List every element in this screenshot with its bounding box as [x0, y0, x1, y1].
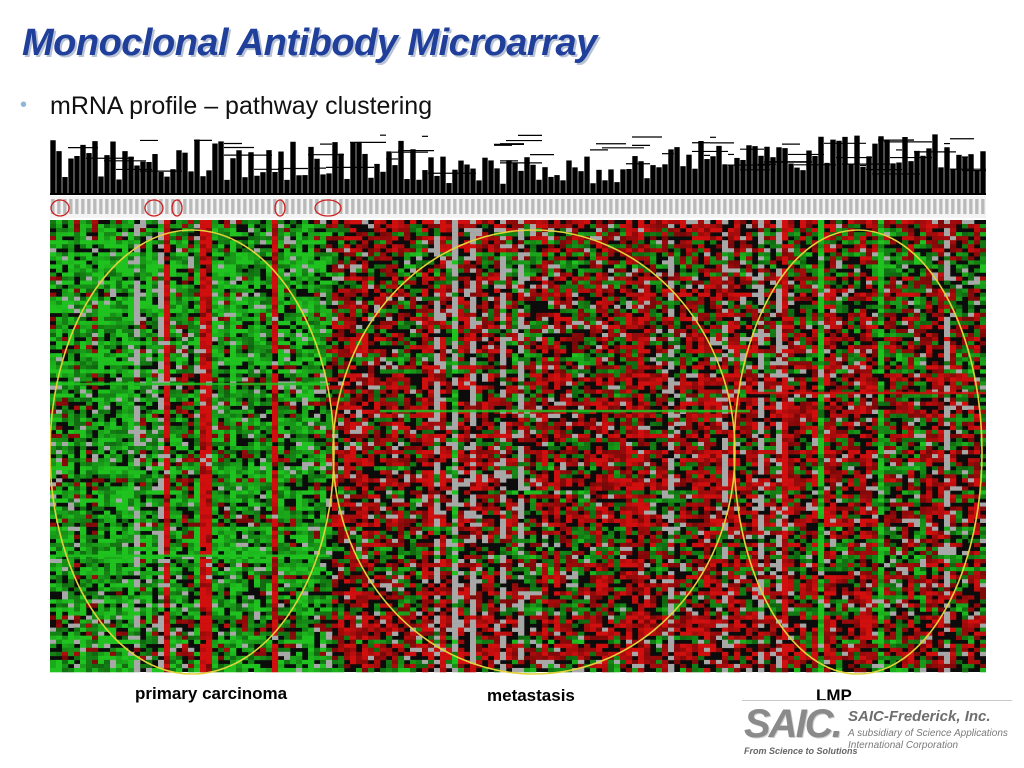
dendrogram — [50, 132, 986, 195]
sample-label-row — [50, 196, 986, 218]
label-primary-carcinoma: primary carcinoma — [135, 684, 288, 703]
saic-logo: SAIC. From Science to Solutions SAIC-Fre… — [742, 700, 1022, 764]
slide-title: Monoclonal Antibody Microarray — [22, 22, 597, 64]
saic-subsidiary-line-1: A subsidiary of Science Applications — [848, 728, 1008, 739]
heatmap-figure — [50, 132, 986, 675]
saic-tagline: From Science to Solutions — [744, 746, 858, 756]
bullet-point: • mRNA profile – pathway clustering — [20, 92, 432, 121]
clustering-figure — [50, 128, 986, 676]
bullet-icon: • — [20, 94, 28, 116]
saic-mark: SAIC. — [744, 702, 843, 746]
bullet-text: mRNA profile – pathway clustering — [50, 92, 433, 120]
saic-company-name: SAIC-Frederick, Inc. — [848, 708, 991, 725]
cluster-ovals — [50, 229, 983, 675]
logo-divider — [742, 700, 1012, 701]
saic-subsidiary-line-2: International Corporation — [848, 740, 959, 751]
heatmap — [50, 220, 986, 673]
label-metastasis: metastasis — [487, 686, 575, 705]
